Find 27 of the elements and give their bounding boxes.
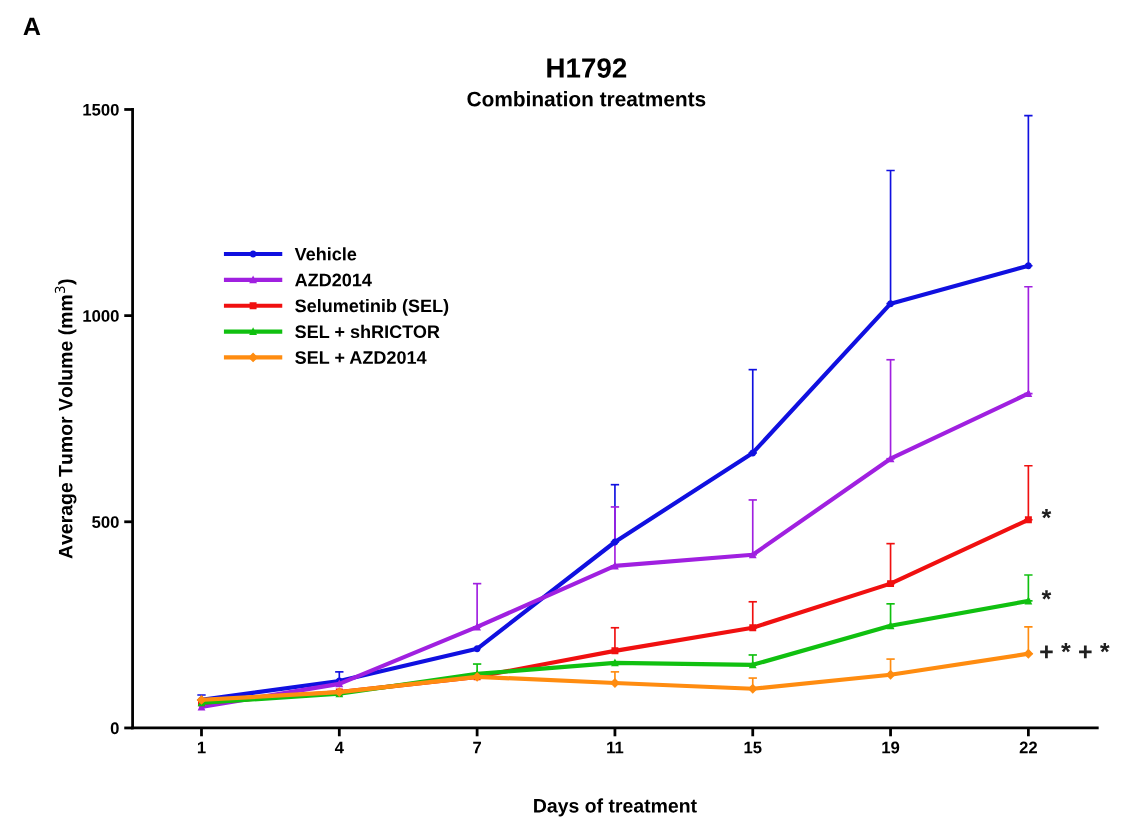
- x-tick-label: 1: [197, 741, 206, 754]
- x-tick-label: 22: [1019, 741, 1037, 754]
- annotation: +: [1040, 645, 1053, 659]
- y-tick-label: 500: [92, 516, 119, 528]
- annotation: *: [1041, 590, 1052, 600]
- chart-subtitle: Combination treatments: [467, 91, 706, 107]
- legend-label: Vehicle: [294, 247, 357, 261]
- y-tick-label: 0: [110, 722, 119, 735]
- x-tick-label: 7: [473, 741, 482, 754]
- legend-label: SEL + AZD2014: [295, 351, 427, 364]
- text: A: [23, 17, 41, 36]
- annotation: *: [1041, 508, 1052, 519]
- y-axis-title: Average Tumor Volume (mm$^{3}$): [54, 279, 77, 559]
- chart-title: H1792: [547, 58, 627, 78]
- x-axis-title: Days of treatment: [534, 798, 697, 817]
- annotation: *: [1061, 643, 1071, 653]
- x-tick-label: 4: [334, 741, 344, 754]
- legend-label: Selumetinib (SEL): [295, 298, 449, 316]
- legend-label: AZD2014: [295, 273, 372, 287]
- x-tick-label: 19: [882, 741, 900, 754]
- x-tick-label: 15: [744, 741, 762, 754]
- legend-label: SEL + shRICTOR: [295, 324, 440, 339]
- y-tick-label: 1000: [83, 310, 119, 322]
- x-tick-label: 11: [607, 741, 624, 754]
- y-tick-label: 1500: [83, 103, 119, 116]
- annotation: *: [1099, 643, 1110, 653]
- annotation: +: [1079, 645, 1092, 659]
